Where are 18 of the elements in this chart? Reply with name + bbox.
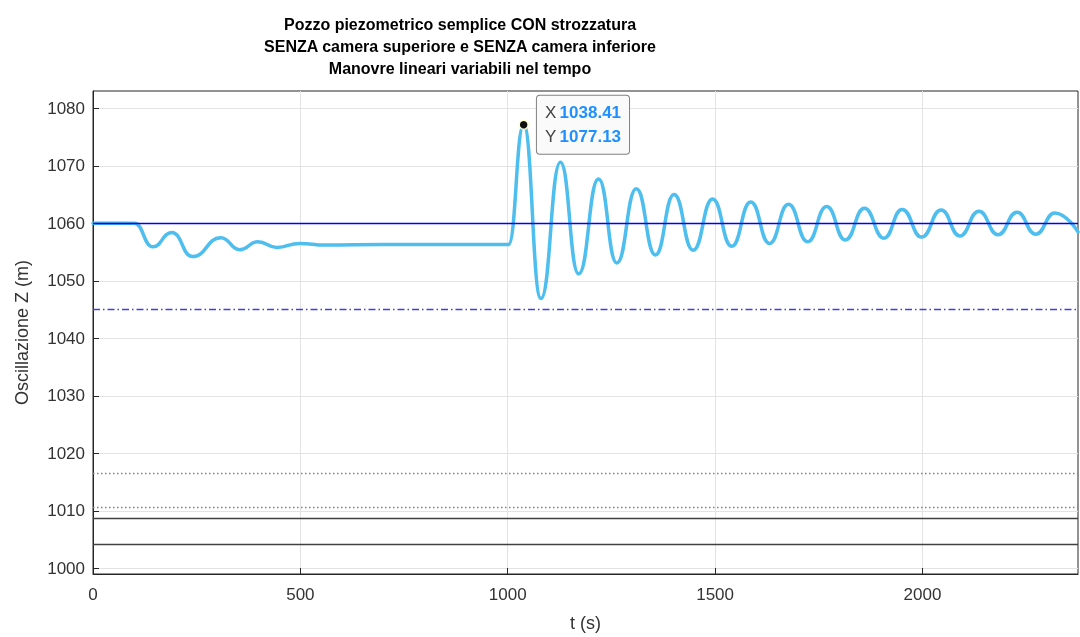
annotation: X 1038.41 Y 1077.13 — [544, 103, 622, 147]
y-tick-label: 1050 — [47, 271, 85, 291]
x-tick-label: 1000 — [488, 585, 527, 604]
y-tick-label: 1070 — [47, 156, 85, 176]
x-axis-title: t (s) — [570, 613, 601, 633]
y-tick-label: 1020 — [47, 443, 85, 463]
x-tick-label: 500 — [286, 585, 315, 604]
chart-title: Pozzo piezometrico semplice CON strozzatura SENZA camera superiore e SENZA camera inferiore Manovre lineari variabili nel tempo — [264, 15, 657, 77]
y-tick-label: 1000 — [47, 558, 85, 578]
x-tick-label: 0 — [88, 585, 98, 604]
y-tick-label: 1040 — [47, 328, 85, 348]
y-tick-label: 1030 — [47, 386, 85, 406]
x-tick-label: 2000 — [903, 585, 942, 604]
x-tick-label: 1500 — [696, 585, 735, 604]
y-tick-label: 1060 — [47, 213, 85, 233]
y-axis-title: Oscillazione Z (m) — [12, 259, 32, 406]
y-tick-label: 1010 — [47, 501, 85, 521]
y-tick-label: 1080 — [47, 98, 85, 118]
